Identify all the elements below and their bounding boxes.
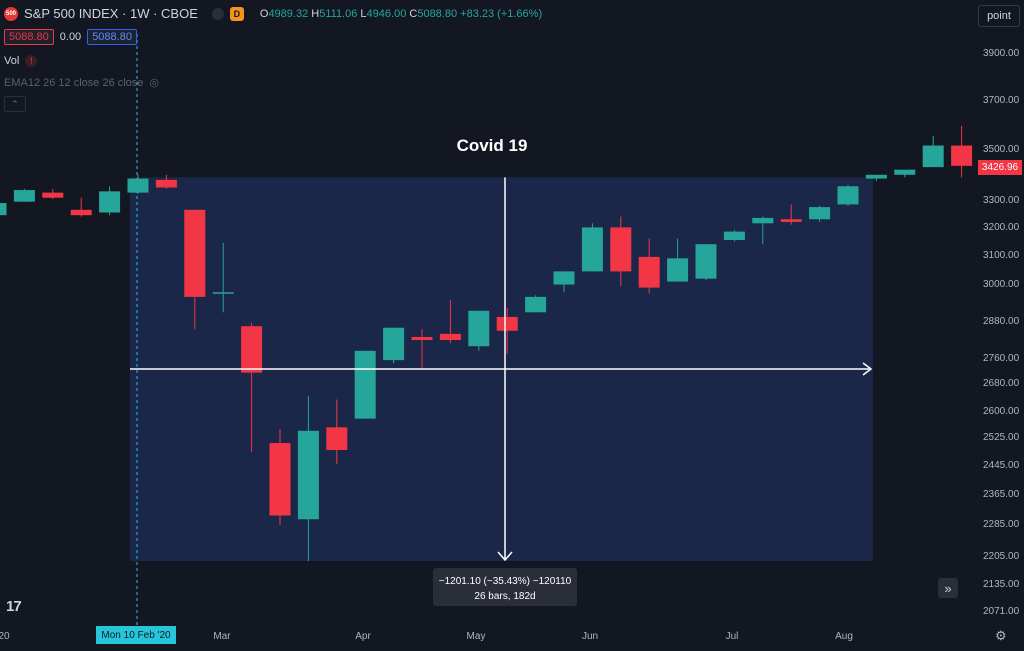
candle[interactable] (411, 336, 433, 341)
market-status-icon (211, 7, 224, 20)
sell-price-button[interactable]: 5088.80 (4, 29, 54, 45)
candle[interactable] (922, 145, 944, 168)
candle[interactable] (752, 217, 774, 224)
y-axis-tick-label: 2071.00 (983, 606, 1020, 617)
change-value: +83.23 (+1.66%) (460, 7, 543, 20)
candle[interactable] (13, 190, 35, 202)
settings-gear-icon[interactable]: ⚙ (995, 628, 1007, 643)
candle[interactable] (0, 203, 7, 216)
candle[interactable] (326, 427, 348, 450)
candle[interactable] (383, 327, 405, 361)
symbol-logo: 500 (4, 6, 18, 21)
collapse-legend-button[interactable]: ⌃ (4, 96, 26, 112)
y-axis-tick-label: 3500.00 (983, 144, 1020, 155)
y-axis-tick-label: 3300.00 (983, 195, 1020, 206)
x-axis-tick-label: Jun (582, 631, 598, 642)
candle[interactable] (723, 231, 745, 240)
scroll-to-realtime-button[interactable]: » (938, 578, 958, 598)
volume-label: Vol (4, 55, 20, 67)
buy-price-button[interactable]: 5088.80 (87, 29, 137, 45)
measurement-tooltip: −1201.10 (−35.43%) −120110 26 bars, 182d (433, 568, 577, 606)
symbol-title[interactable]: S&P 500 INDEX · 1W · CBOE (24, 6, 198, 21)
candle[interactable] (155, 179, 177, 188)
candle[interactable] (354, 350, 376, 419)
y-axis-tick-label: 2285.00 (983, 519, 1020, 530)
measurement-change: −1201.10 (−35.43%) −120110 (438, 576, 572, 587)
x-axis-tick-label: 20 (0, 631, 10, 642)
candle[interactable] (42, 192, 64, 198)
ohlc-values: O4989.32 H5111.06 L4946.00 C5088.80 +83.… (260, 8, 542, 20)
candle[interactable] (695, 244, 717, 279)
candle[interactable] (70, 209, 92, 216)
x-axis-tick-label: Aug (835, 631, 853, 642)
y-axis-tick-label: 3700.00 (983, 95, 1020, 106)
scale-mode-button[interactable]: point (978, 5, 1020, 27)
y-axis-tick-label: 3100.00 (983, 250, 1020, 261)
candle[interactable] (439, 333, 461, 341)
candle[interactable] (809, 207, 831, 220)
x-axis-tick-label: Apr (355, 631, 371, 642)
candle[interactable] (99, 191, 121, 213)
candle[interactable] (496, 316, 518, 331)
candle[interactable] (297, 430, 319, 520)
eye-hidden-icon[interactable]: ◎ (149, 77, 160, 89)
candle[interactable] (951, 145, 973, 166)
x-axis-tick-label: May (467, 631, 486, 642)
candle[interactable] (610, 227, 632, 272)
y-axis-tick-label: 2365.00 (983, 489, 1020, 500)
y-axis-tick-label: 3200.00 (983, 222, 1020, 233)
chart-header: 500 S&P 500 INDEX · 1W · CBOE D O4989.32… (4, 6, 542, 21)
y-axis-tick-label: 2880.00 (983, 316, 1020, 327)
candle[interactable] (184, 209, 206, 297)
candle[interactable] (525, 296, 547, 313)
y-axis-tick-label: 2205.00 (983, 551, 1020, 562)
candle[interactable] (581, 227, 603, 272)
measurement-duration: 26 bars, 182d (474, 591, 536, 602)
ema-indicator[interactable]: EMA12 26 12 close 26 close ◎ (4, 76, 160, 90)
ema-label: EMA12 26 12 close 26 close (4, 76, 144, 89)
candle[interactable] (837, 186, 859, 205)
candle[interactable] (212, 292, 234, 294)
candle[interactable] (468, 310, 490, 347)
tradingview-logo[interactable]: 17 (6, 598, 22, 615)
volume-indicator[interactable]: Vol ! (4, 55, 38, 67)
candle[interactable] (667, 258, 689, 282)
candle[interactable] (269, 443, 291, 516)
y-axis-tick-label: 3900.00 (983, 48, 1020, 59)
warning-icon[interactable]: ! (25, 55, 38, 67)
spread-value: 0.00 (59, 31, 82, 43)
high-label: H (311, 7, 320, 20)
candle[interactable] (865, 174, 887, 179)
candle[interactable] (894, 169, 916, 175)
candle[interactable] (780, 219, 802, 222)
close-label: C (409, 7, 418, 20)
candle[interactable] (241, 326, 263, 373)
low-value: 4946.00 (366, 7, 407, 20)
y-axis-tick-label: 3000.00 (983, 279, 1020, 290)
crosshair-date-label: Mon 10 Feb '20 (96, 626, 176, 644)
low-label: L (360, 7, 367, 20)
bid-ask-row: 5088.80 0.00 5088.80 (4, 29, 137, 45)
last-price-label: 3426.96 (978, 160, 1022, 175)
measure-horizontal-arrowhead (862, 362, 873, 376)
x-axis-tick-label: Mar (213, 631, 231, 642)
data-source-badge: D (229, 6, 244, 21)
candle[interactable] (638, 256, 660, 288)
candle[interactable] (553, 271, 575, 285)
close-value: 5088.80 (417, 7, 458, 20)
y-axis-tick-label: 2445.00 (983, 460, 1020, 471)
candle[interactable] (127, 178, 149, 193)
open-value: 4989.32 (268, 7, 309, 20)
open-label: O (259, 7, 269, 20)
y-axis-tick-label: 2680.00 (983, 378, 1020, 389)
y-axis-tick-label: 2525.00 (983, 432, 1020, 443)
y-axis-tick-label: 2600.00 (983, 406, 1020, 417)
y-axis-tick-label: 2760.00 (983, 353, 1020, 364)
measure-vertical-arrowhead (497, 551, 513, 562)
x-axis-tick-label: Jul (726, 631, 739, 642)
high-value: 5111.06 (319, 7, 358, 20)
annotation-text[interactable]: Covid 19 (457, 136, 528, 155)
y-axis-tick-label: 2135.00 (983, 579, 1020, 590)
